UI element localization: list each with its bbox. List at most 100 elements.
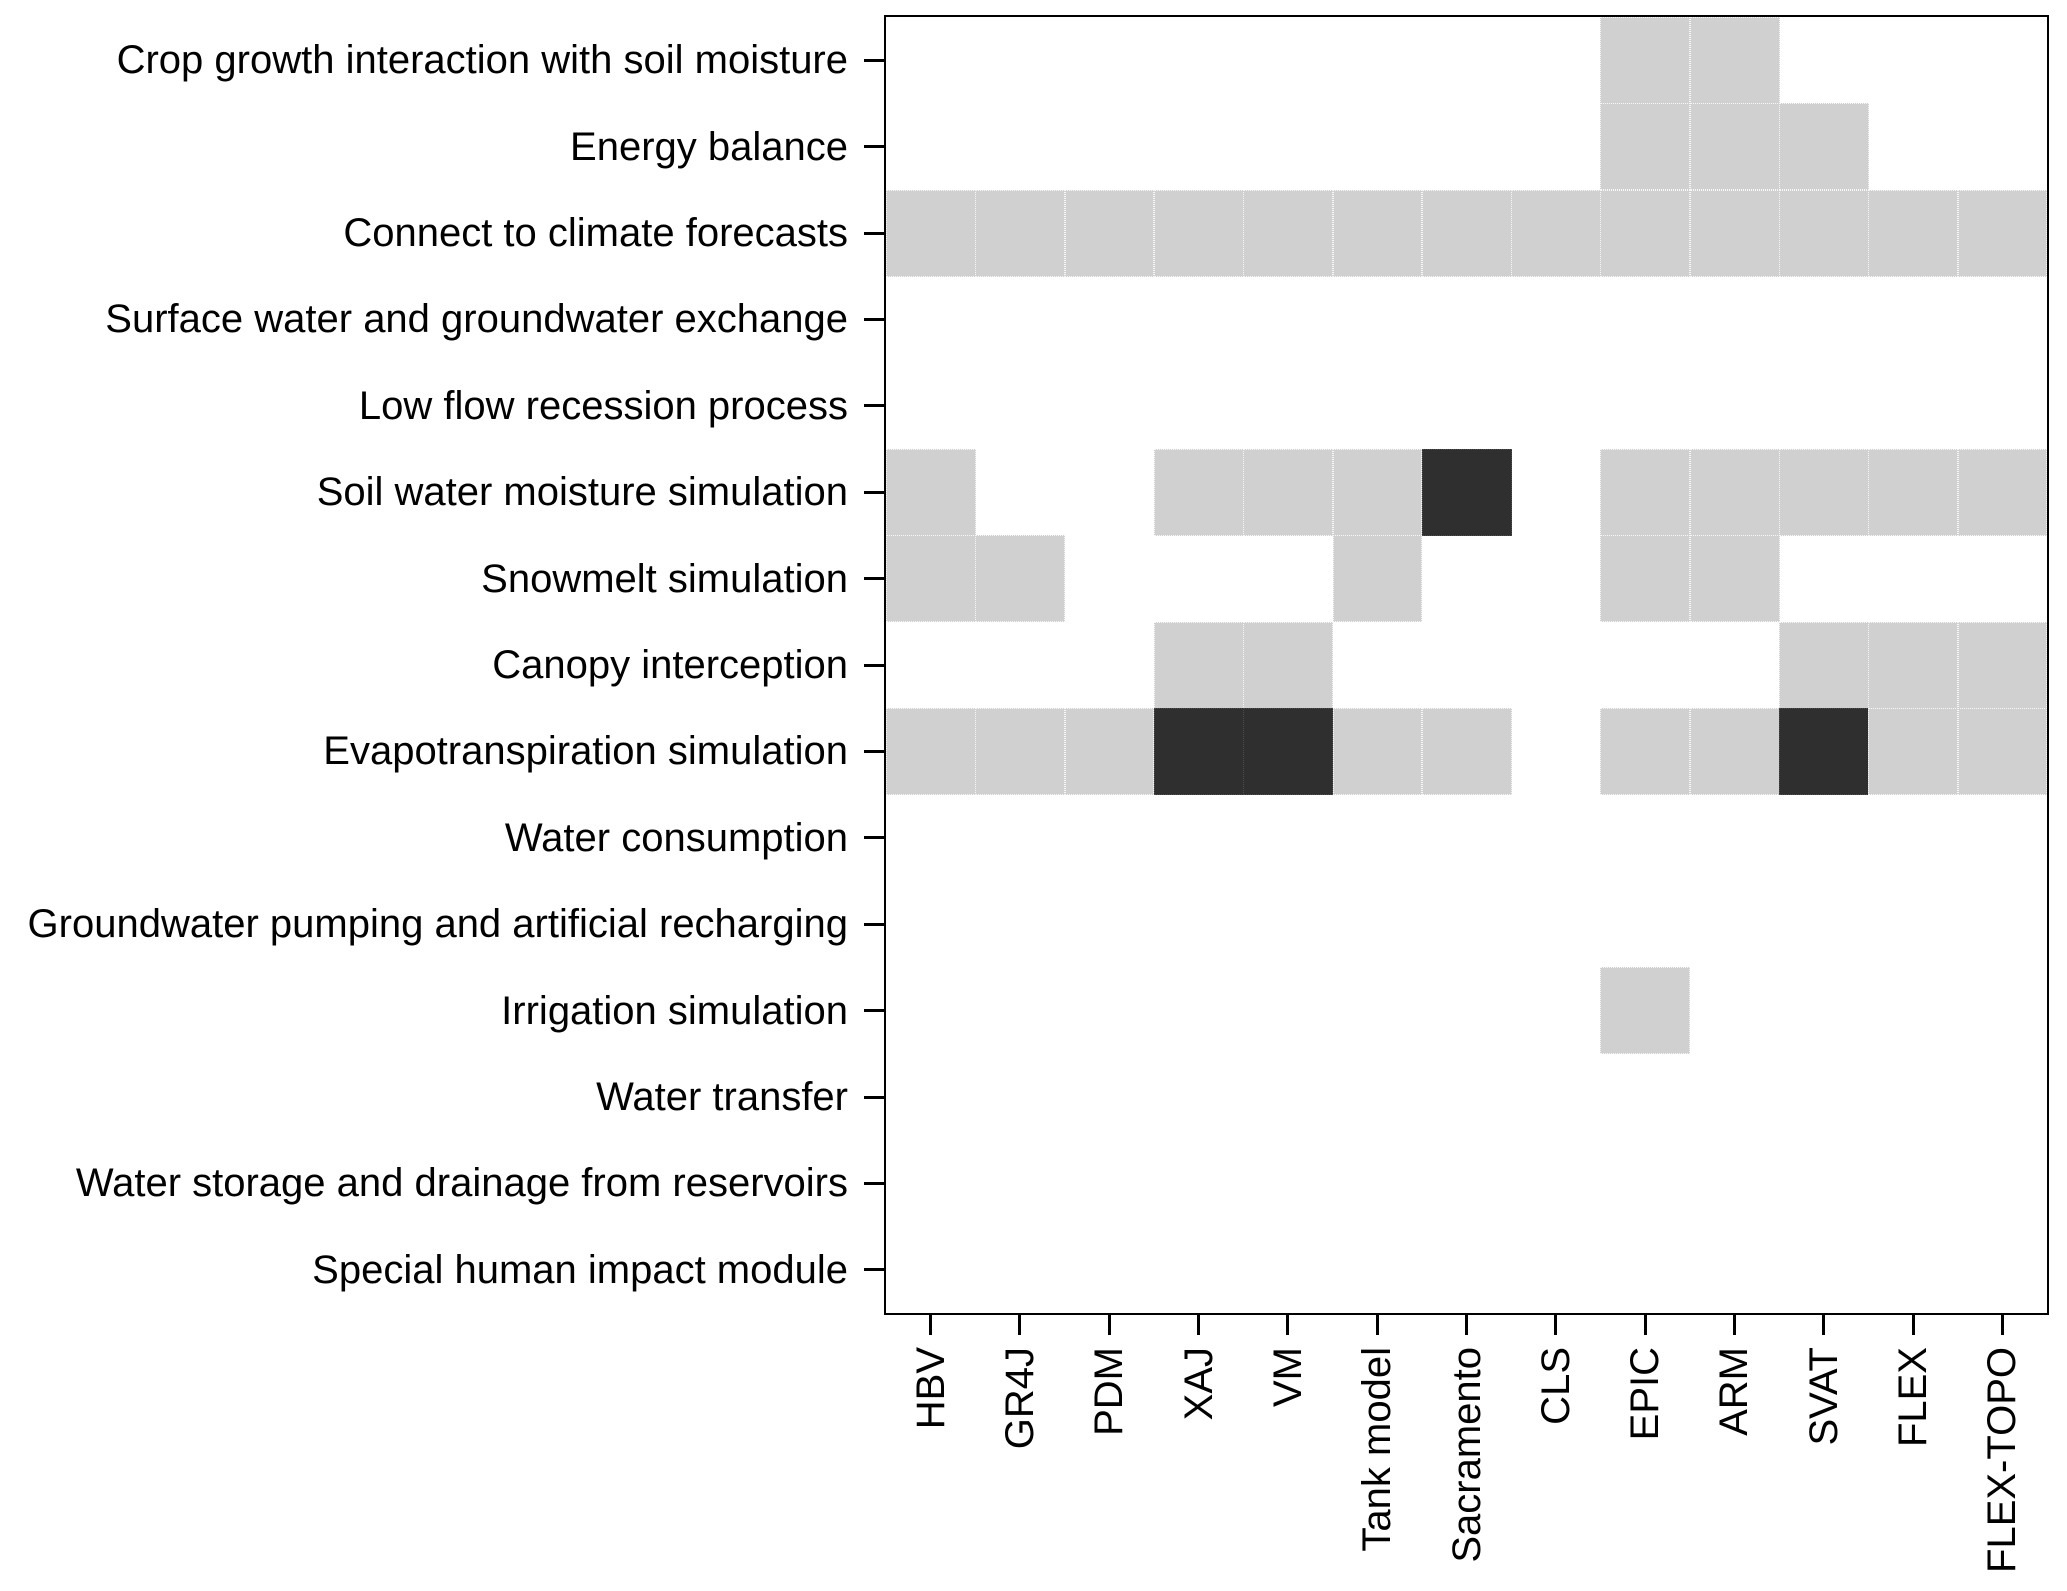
x-tick <box>1286 1315 1290 1335</box>
column-label: Sacramento <box>1444 1347 1489 1563</box>
y-tick <box>864 836 884 840</box>
column-label: CLS <box>1533 1347 1578 1425</box>
y-tick <box>864 317 884 321</box>
heatmap-cell <box>1689 535 1780 623</box>
heatmap-cell <box>1600 449 1691 536</box>
row-label: Surface water and groundwater exchange <box>105 297 848 342</box>
heatmap-cell <box>1600 967 1691 1055</box>
heatmap-cell <box>1779 189 1869 277</box>
y-tick <box>864 577 884 581</box>
heatmap-cell <box>1332 449 1423 536</box>
x-tick <box>1018 1315 1022 1335</box>
heatmap-cell <box>1689 103 1780 191</box>
y-tick <box>864 1009 884 1013</box>
heatmap-cell <box>1600 708 1691 796</box>
y-tick <box>864 1095 884 1099</box>
column-label: PDM <box>1087 1347 1132 1436</box>
row-label: Crop growth interaction with soil moistu… <box>116 38 848 83</box>
row-label: Special human impact module <box>312 1247 848 1292</box>
heatmap-cell <box>1243 449 1334 536</box>
column-label: Tank model <box>1355 1347 1400 1552</box>
x-tick <box>1911 1315 1915 1335</box>
y-tick <box>864 1181 884 1185</box>
row-label: Water storage and drainage from reservoi… <box>75 1161 848 1206</box>
heatmap-cell <box>975 535 1066 623</box>
row-label: Water consumption <box>504 815 848 860</box>
heatmap-cell <box>1600 535 1691 623</box>
y-tick <box>864 749 884 753</box>
heatmap-cell <box>1957 621 2048 709</box>
column-label: XAJ <box>1176 1347 1221 1421</box>
heatmap-cell <box>975 708 1066 796</box>
x-tick <box>1554 1315 1558 1335</box>
y-tick <box>864 231 884 235</box>
heatmap-cell <box>1779 621 1869 709</box>
y-tick <box>864 490 884 494</box>
heatmap-cell <box>1779 708 1869 796</box>
y-tick <box>864 1268 884 1272</box>
heatmap-cell <box>1600 17 1691 104</box>
x-tick <box>929 1315 933 1335</box>
heatmap-cell <box>1153 621 1244 709</box>
heatmap-cell <box>1064 708 1155 796</box>
row-label: Irrigation simulation <box>501 988 848 1033</box>
heatmap-cell <box>1153 708 1244 796</box>
heatmap-cell <box>1868 708 1959 796</box>
heatmap-cell <box>1689 17 1780 104</box>
heatmap-cell <box>1153 189 1244 277</box>
row-label: Snowmelt simulation <box>481 556 848 601</box>
column-label: HBV <box>908 1347 953 1430</box>
column-label: VM <box>1265 1347 1310 1407</box>
row-label: Water transfer <box>596 1075 848 1119</box>
heatmap-cell <box>1332 708 1423 796</box>
y-tick <box>864 145 884 149</box>
heatmap-cell <box>1689 449 1780 536</box>
x-tick <box>1107 1315 1111 1335</box>
column-label: EPIC <box>1623 1347 1668 1441</box>
heatmap-cell <box>1332 535 1423 623</box>
column-label: GR4J <box>997 1347 1042 1450</box>
x-tick <box>1732 1315 1736 1335</box>
heatmap-cell <box>975 189 1066 277</box>
row-label: Low flow recession process <box>358 383 848 428</box>
heatmap-cell <box>1957 189 2048 277</box>
row-label: Canopy interception <box>492 643 848 687</box>
x-tick <box>2000 1315 2004 1335</box>
y-tick <box>864 922 884 926</box>
heatmap-cell <box>1421 449 1512 536</box>
row-label: Soil water moisture simulation <box>316 470 848 515</box>
row-label: Connect to climate forecasts <box>343 211 848 255</box>
heatmap-cell <box>886 449 976 536</box>
x-tick <box>1822 1315 1826 1335</box>
heatmap-cell <box>1421 189 1512 277</box>
x-tick <box>1197 1315 1201 1335</box>
heatmap-cell <box>886 535 976 623</box>
heatmap-cell <box>1779 103 1869 191</box>
y-tick <box>864 58 884 62</box>
heatmap-cell <box>1064 189 1155 277</box>
heatmap-cell <box>1779 449 1869 536</box>
heatmap-cell <box>1421 708 1512 796</box>
heatmap-cell <box>1868 621 1959 709</box>
heatmap-cell <box>1243 189 1334 277</box>
heatmap-cell <box>1600 103 1691 191</box>
row-label: Groundwater pumping and artificial recha… <box>27 902 848 947</box>
heatmap-cell <box>1511 189 1601 277</box>
heatmap-cell <box>1868 449 1959 536</box>
heatmap-cell <box>1868 189 1959 277</box>
y-tick <box>864 663 884 667</box>
column-label: FLEX-TOPO <box>1980 1347 2025 1573</box>
row-label: Energy balance <box>570 124 848 169</box>
column-label: ARM <box>1712 1347 1757 1436</box>
heatmap-cell <box>1689 189 1780 277</box>
heatmap-cell <box>886 708 976 796</box>
heatmap-cell <box>1957 708 2048 796</box>
y-tick <box>864 404 884 408</box>
x-tick <box>1375 1315 1379 1335</box>
row-label: Evapotranspiration simulation <box>323 729 848 774</box>
x-tick <box>1465 1315 1468 1335</box>
heatmap-cell <box>1153 449 1244 536</box>
heatmap-cell <box>1332 189 1423 277</box>
heatmap-cell <box>886 189 976 277</box>
